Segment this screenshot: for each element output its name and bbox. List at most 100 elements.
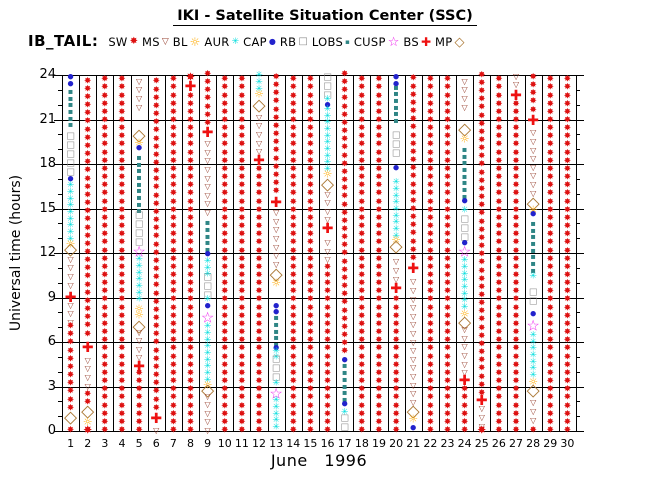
region-symbol-lobs: ▪ [67, 100, 74, 110]
region-symbol-cap: ● [393, 163, 400, 172]
region-symbol-cusp: ☆ [132, 242, 146, 261]
region-symbol-sw: ✸ [238, 417, 246, 428]
region-symbol-lobs: ▪ [136, 199, 142, 209]
y-axis-tick [576, 356, 580, 358]
y-tick-label: 21 [39, 111, 56, 127]
region-symbol-sw: ✸ [66, 346, 75, 357]
region-symbol-sw: ✸ [306, 131, 315, 142]
region-symbol-sw: ✸ [152, 158, 160, 169]
region-symbol-sw: ✸ [306, 401, 315, 412]
region-symbol-sw: ✸ [495, 197, 503, 208]
region-symbol-aur: ✳ [66, 180, 75, 191]
region-symbol-ms: ▽ [136, 327, 143, 337]
region-symbol-sw: ✸ [272, 129, 280, 140]
region-symbol-sw: ✸ [495, 156, 503, 167]
region-symbol-sw: ✸ [563, 352, 572, 363]
region-symbol-sw: ✸ [375, 164, 383, 175]
region-symbol-sw: ✸ [169, 131, 178, 142]
region-symbol-sw: ✸ [512, 270, 520, 281]
region-symbol-sw: ✸ [323, 335, 332, 346]
region-symbol-sw: ✸ [375, 352, 383, 363]
region-symbol-sw: ✸ [358, 319, 366, 330]
y-axis-tick [54, 119, 62, 121]
region-symbol-sw: ✸ [289, 360, 298, 371]
region-symbol-sw: ✸ [101, 294, 109, 305]
region-symbol-sw: ✸ [255, 197, 263, 208]
region-symbol-sw: ✸ [169, 237, 178, 248]
region-symbol-sw: ✸ [152, 76, 160, 87]
region-symbol-sw: ✸ [169, 107, 178, 118]
region-symbol-sw: ✸ [220, 213, 229, 224]
region-symbol-aur: ✳ [392, 204, 400, 215]
region-symbol-sw: ✸ [101, 425, 109, 436]
region-symbol-sw: ✸ [152, 248, 160, 259]
region-symbol-sw: ✸ [169, 221, 178, 232]
region-symbol-aur: ✳ [529, 363, 537, 374]
region-symbol-sw: ✸ [186, 417, 195, 428]
region-symbol-sw: ✸ [169, 99, 178, 110]
region-symbol-sw: ✸ [392, 319, 400, 330]
region-symbol-ms: ▽ [530, 145, 537, 155]
region-symbol-bs: ✚ [475, 393, 488, 410]
region-symbol-sw: ✸ [220, 384, 229, 395]
region-symbol-cap: ● [67, 174, 74, 183]
x-tick-label: 11 [234, 437, 249, 450]
region-symbol-sw: ✸ [323, 294, 332, 305]
y-axis-tick [576, 119, 584, 121]
region-symbol-mp: ◇ [406, 401, 420, 422]
region-symbol-sw: ✸ [340, 142, 349, 153]
region-symbol-sw: ✸ [135, 368, 143, 379]
region-symbol-sw: ✸ [220, 197, 229, 208]
region-symbol-sw: ✸ [306, 425, 315, 436]
y-axis-tick [58, 282, 62, 284]
h-gridline [62, 208, 576, 210]
region-symbol-sw: ✸ [255, 360, 263, 371]
region-symbol-sw: ✸ [289, 148, 298, 159]
region-symbol-sw: ✸ [289, 107, 298, 118]
legend-label: MS [142, 35, 160, 49]
region-symbol-sw: ✸ [563, 131, 572, 142]
region-symbol-sw: ✸ [392, 352, 400, 363]
region-symbol-sw: ✸ [83, 198, 92, 209]
region-symbol-sw: ✸ [512, 188, 520, 199]
region-symbol-sw: ✸ [392, 409, 400, 420]
region-symbol-rb: □ [203, 272, 212, 283]
region-symbol-sw: ✸ [477, 184, 486, 195]
region-symbol-sw: ✸ [512, 384, 520, 395]
region-symbol-sw: ✸ [563, 213, 572, 224]
region-symbol-sw: ✸ [340, 126, 349, 137]
region-symbol-sw: ✸ [340, 289, 349, 300]
region-symbol-mp: ◇ [458, 312, 472, 333]
region-symbol-sw: ✸ [101, 205, 109, 216]
region-symbol-sw: ✸ [186, 91, 195, 101]
region-symbol-sw: ✸ [477, 306, 486, 317]
region-symbol-sw: ✸ [118, 360, 126, 371]
region-symbol-sw: ✸ [186, 164, 195, 175]
region-symbol-sw: ✸ [340, 273, 349, 284]
region-symbol-sw: ✸ [563, 254, 572, 265]
region-symbol-sw: ✸ [512, 352, 520, 363]
region-symbol-sw: ✸ [426, 205, 435, 216]
region-symbol-sw: ✸ [220, 417, 229, 428]
region-symbol-ms: ▽ [204, 426, 211, 435]
region-symbol-sw: ✸ [358, 360, 366, 371]
legend-label: MP [435, 35, 453, 49]
region-symbol-sw: ✸ [477, 208, 486, 219]
y-axis-tick [58, 193, 62, 195]
region-symbol-sw: ✸ [426, 188, 435, 199]
region-symbol-sw: ✸ [255, 319, 263, 330]
region-symbol-sw: ✸ [495, 294, 503, 305]
region-symbol-ms: ▽ [67, 309, 74, 319]
region-symbol-sw: ✸ [358, 115, 366, 126]
region-symbol-sw: ✸ [409, 82, 417, 93]
region-symbol-sw: ✸ [409, 155, 417, 166]
region-symbol-sw: ✸ [306, 205, 315, 216]
region-symbol-sw: ✸ [426, 311, 435, 322]
region-symbol-sw: ✸ [358, 139, 366, 150]
region-symbol-sw: ✸ [255, 172, 263, 183]
x-tick-label: 28 [526, 437, 541, 450]
region-symbol-sw: ✸ [512, 417, 520, 428]
region-symbol-sw: ✸ [512, 156, 520, 167]
region-symbol-sw: ✸ [306, 237, 315, 248]
